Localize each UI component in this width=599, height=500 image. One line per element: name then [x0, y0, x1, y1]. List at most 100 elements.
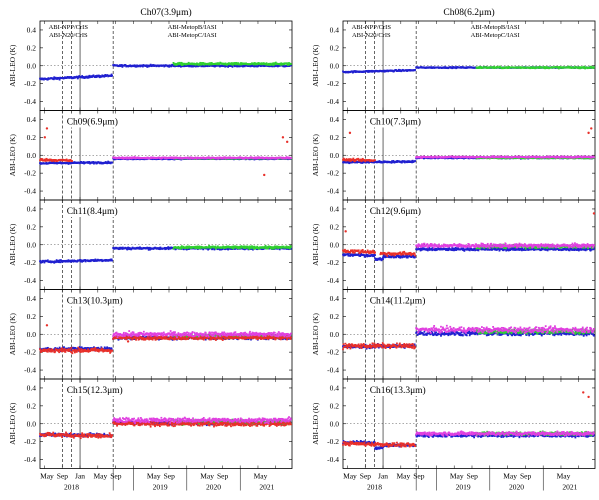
- data-point: [186, 247, 189, 250]
- data-point: [272, 247, 275, 250]
- data-point: [53, 76, 56, 79]
- data-point: [361, 162, 364, 164]
- data-point: [147, 248, 150, 251]
- outlier-point: [348, 131, 352, 135]
- data-point: [139, 246, 141, 249]
- data-point: [529, 67, 532, 70]
- data-point: [245, 64, 248, 66]
- data-point: [87, 75, 90, 78]
- data-point: [103, 75, 106, 78]
- data-point: [269, 245, 272, 248]
- data-point: [69, 260, 72, 263]
- legend-entry: ABI-MetopB/IASI: [471, 24, 520, 31]
- data-point: [267, 247, 269, 250]
- data-point: [253, 245, 256, 248]
- series-ABI-MetopC/IASI: [475, 65, 595, 70]
- data-point: [111, 161, 113, 164]
- data-point: [582, 67, 585, 69]
- data-point: [414, 160, 416, 162]
- data-point: [216, 63, 219, 66]
- data-point: [181, 62, 184, 65]
- data-point: [94, 161, 97, 164]
- data-point: [189, 65, 192, 67]
- data-point: [124, 64, 127, 67]
- data-point: [52, 78, 55, 81]
- data-point: [290, 157, 292, 159]
- data-point: [109, 162, 112, 165]
- data-point: [67, 260, 69, 263]
- data-point: [351, 159, 354, 161]
- data-point: [545, 66, 548, 68]
- data-point: [190, 247, 193, 249]
- legend-entry: ABI-MetopC/IASI: [471, 32, 520, 39]
- panel-title: Ch07(3.9μm): [140, 7, 191, 18]
- data-point: [53, 159, 56, 161]
- data-point: [265, 63, 267, 66]
- data-point: [260, 64, 263, 67]
- data-point: [94, 75, 97, 77]
- data-point: [216, 245, 219, 248]
- data-point: [202, 62, 205, 65]
- data-point: [242, 245, 245, 248]
- data-point: [414, 69, 416, 71]
- data-point: [128, 248, 131, 251]
- data-point: [92, 161, 95, 163]
- data-point: [69, 259, 72, 262]
- data-point: [121, 157, 123, 160]
- data-point: [396, 161, 398, 164]
- data-point: [272, 62, 275, 65]
- data-point: [46, 259, 49, 262]
- data-point: [178, 246, 181, 249]
- data-point: [127, 248, 130, 250]
- data-point: [290, 245, 292, 248]
- data-point: [276, 247, 279, 249]
- y-tick-label: 0.2: [330, 222, 340, 231]
- data-point: [210, 63, 212, 66]
- data-point: [56, 78, 59, 80]
- data-point: [180, 245, 183, 248]
- y-tick-label: -0.4: [327, 187, 339, 196]
- y-tick-label: -0.4: [24, 276, 36, 285]
- data-point: [359, 159, 362, 162]
- data-point: [492, 155, 495, 158]
- data-point: [126, 248, 129, 251]
- data-point: [43, 260, 45, 262]
- data-point: [462, 157, 465, 160]
- data-point: [180, 61, 183, 64]
- data-point: [267, 65, 269, 67]
- data-point: [160, 157, 163, 160]
- data-point: [121, 64, 123, 67]
- data-point: [283, 247, 286, 250]
- data-point: [135, 65, 138, 68]
- data-point: [236, 247, 239, 250]
- data-point: [357, 157, 360, 160]
- data-point: [68, 76, 71, 78]
- data-point: [46, 158, 49, 161]
- data-point: [59, 261, 62, 264]
- data-point: [240, 245, 243, 248]
- y-tick-label: -0.4: [24, 97, 36, 106]
- outlier-point: [281, 136, 285, 139]
- data-point: [257, 247, 260, 250]
- data-point: [82, 75, 85, 78]
- data-point: [200, 63, 203, 66]
- data-point: [250, 246, 253, 249]
- data-point: [286, 65, 289, 67]
- data-point: [288, 63, 291, 66]
- data-point: [383, 69, 386, 72]
- data-point: [148, 247, 151, 250]
- data-point: [189, 64, 192, 66]
- data-point: [94, 260, 96, 262]
- data-point: [50, 159, 53, 161]
- data-point: [476, 155, 478, 158]
- data-point: [278, 248, 281, 251]
- data-point: [231, 246, 233, 249]
- data-point: [263, 246, 266, 249]
- data-point: [148, 246, 151, 249]
- data-point: [231, 245, 234, 248]
- data-point: [139, 65, 142, 68]
- data-point: [169, 247, 172, 250]
- data-point: [39, 159, 41, 162]
- data-point: [159, 246, 162, 249]
